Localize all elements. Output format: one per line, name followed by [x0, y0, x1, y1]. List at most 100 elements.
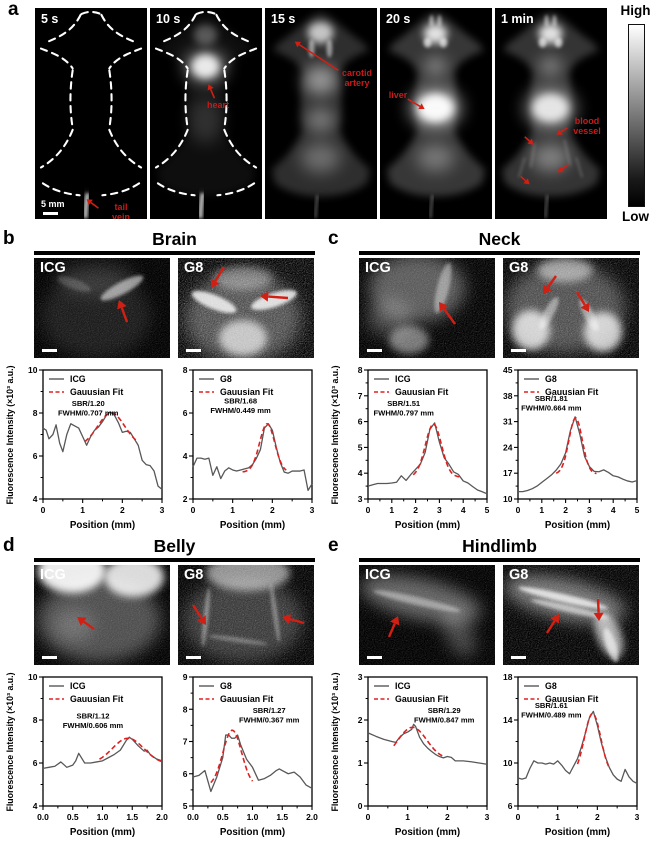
svg-text:ICG: ICG: [395, 681, 411, 691]
panel-letter-d: d: [3, 535, 15, 556]
scale-bar: [511, 655, 526, 659]
svg-text:Position (mm): Position (mm): [395, 827, 460, 838]
svg-text:2: 2: [183, 494, 188, 504]
svg-text:5: 5: [358, 442, 363, 452]
line-plot: 4 6 8 10 0 1 2 3 Position (mm) ICG Gauusian Fit SBR…: [28, 365, 165, 531]
svg-text:2: 2: [270, 505, 275, 515]
svg-text:3: 3: [635, 812, 640, 822]
svg-text:9: 9: [183, 672, 188, 682]
svg-text:G8: G8: [220, 374, 232, 384]
scale-bar: [42, 655, 57, 659]
svg-text:10: 10: [503, 494, 513, 504]
line-plot: 4 6 8 10 0.0 0.5 1.0 1.5 2.0 Position (mm) ICG Gauu…: [28, 672, 168, 838]
time-label: 15 s: [271, 12, 296, 26]
svg-text:3: 3: [437, 505, 442, 515]
fluorescence-frame-10s: 10 s heart: [150, 8, 262, 219]
svg-text:Position (mm): Position (mm): [395, 520, 460, 531]
svg-text:7: 7: [358, 391, 363, 401]
svg-text:4: 4: [611, 505, 616, 515]
annotation-label: heart: [206, 100, 230, 110]
fluorescence-art: [359, 258, 495, 358]
svg-text:5: 5: [183, 801, 188, 811]
time-label: 10 s: [156, 12, 181, 26]
svg-text:2: 2: [563, 505, 568, 515]
svg-text:Position (mm): Position (mm): [70, 827, 135, 838]
belly-image-g8: G8: [178, 565, 314, 665]
panel-title-rule: Belly: [34, 536, 315, 562]
colorbar-high-label: High: [620, 3, 650, 18]
svg-text:ICG: ICG: [70, 374, 86, 384]
svg-text:7: 7: [183, 737, 188, 747]
svg-text:SBR/1.20: SBR/1.20: [72, 399, 105, 408]
svg-text:Position (mm): Position (mm): [70, 520, 135, 531]
svg-text:6: 6: [33, 758, 38, 768]
plot-brain-icg: 4 6 8 10 0 1 2 3 Position (mm) ICG Gauusian Fit SBR…: [18, 361, 168, 539]
fluorescence-frame-15s: 15 s carotid artery: [265, 8, 377, 219]
panel-title-rule: Brain: [34, 229, 315, 255]
hindlimb-image-g8: G8: [503, 565, 639, 665]
colorbar-low-label: Low: [622, 209, 649, 224]
panel-hindlimb: e Hindlimb ICG G8 Fluorescence Intensity…: [325, 535, 650, 843]
tracer-label: G8: [509, 567, 529, 583]
svg-text:FWHM/0.797 mm: FWHM/0.797 mm: [374, 409, 435, 418]
svg-text:SBR/1.51: SBR/1.51: [387, 399, 421, 408]
svg-text:4: 4: [183, 451, 188, 461]
svg-text:8: 8: [183, 365, 188, 375]
panel-title-rule: Neck: [359, 229, 640, 255]
scale-bar: [43, 211, 58, 215]
panel-letter-e: e: [328, 535, 339, 556]
svg-text:Gauusian Fit: Gauusian Fit: [545, 387, 598, 397]
svg-text:38: 38: [503, 391, 513, 401]
panel-belly: d Belly ICG G8 Fluorescence Intensity (×…: [0, 535, 325, 843]
plot-belly-icg: 4 6 8 10 0.0 0.5 1.0 1.5 2.0 Position (mm) ICG Gauu…: [18, 668, 168, 843]
y-axis-title: Fluorescence Intensity (×10³ a.u.): [330, 672, 340, 812]
svg-text:SBR/1.29: SBR/1.29: [428, 706, 461, 715]
svg-text:1: 1: [405, 812, 410, 822]
line-plot: 5 6 7 8 9 0.0 0.5 1.0 1.5 2.0 Position (mm) G8 Gauus…: [183, 672, 318, 838]
svg-text:3: 3: [485, 812, 490, 822]
plot-belly-g8: 5 6 7 8 9 0.0 0.5 1.0 1.5 2.0 Position (mm) G8 Gauus…: [168, 668, 318, 843]
svg-text:0.0: 0.0: [187, 812, 199, 822]
time-label: 5 s: [41, 12, 59, 26]
svg-text:1.5: 1.5: [126, 812, 138, 822]
scale-bar-label: 5 mm: [41, 199, 65, 209]
svg-text:ICG: ICG: [395, 374, 411, 384]
tracer-label: ICG: [365, 260, 391, 276]
svg-text:2: 2: [445, 812, 450, 822]
y-axis-title: Fluorescence Intensity (×10³ a.u.): [330, 365, 340, 505]
svg-text:FWHM/0.367 mm: FWHM/0.367 mm: [239, 716, 300, 725]
svg-text:8: 8: [33, 715, 38, 725]
plot-neck-g8: 10 17 24 31 38 45 0 1 2 3 4 5 Position (mm) G8 Gauusia…: [493, 361, 643, 539]
svg-text:Gauusian Fit: Gauusian Fit: [70, 387, 123, 397]
fluorescence-art: [34, 565, 170, 665]
svg-text:ICG: ICG: [70, 681, 86, 691]
svg-text:Position (mm): Position (mm): [545, 520, 610, 531]
svg-text:17: 17: [503, 468, 513, 478]
tracer-label: ICG: [40, 260, 66, 276]
hindlimb-image-icg: ICG: [359, 565, 495, 665]
fluorescence-frame-5s: 5 s 5 mm tail vein: [35, 8, 147, 219]
svg-text:Gauusian Fit: Gauusian Fit: [70, 694, 123, 704]
fluorescence-art: [503, 258, 639, 358]
fluorescence-art: [495, 8, 607, 219]
scale-bar: [42, 348, 57, 352]
svg-text:G8: G8: [545, 681, 557, 691]
panel-letter-a: a: [8, 0, 19, 20]
svg-text:Gauusian Fit: Gauusian Fit: [220, 387, 273, 397]
svg-text:4: 4: [33, 494, 38, 504]
neck-image-g8: G8: [503, 258, 639, 358]
svg-text:6: 6: [358, 417, 363, 427]
svg-text:0: 0: [366, 812, 371, 822]
svg-text:8: 8: [183, 704, 188, 714]
svg-text:1: 1: [230, 505, 235, 515]
fluorescence-art: [150, 8, 262, 219]
svg-text:2: 2: [358, 715, 363, 725]
svg-text:0: 0: [191, 505, 196, 515]
svg-text:1: 1: [389, 505, 394, 515]
y-axis-title: Fluorescence Intensity (×10³ a.u.): [5, 672, 15, 812]
svg-text:SBR/1.12: SBR/1.12: [77, 711, 110, 720]
svg-text:1.0: 1.0: [97, 812, 109, 822]
svg-text:SBR/1.61: SBR/1.61: [535, 701, 569, 710]
svg-text:0.0: 0.0: [37, 812, 49, 822]
annotation-label: carotid artery: [341, 68, 373, 89]
